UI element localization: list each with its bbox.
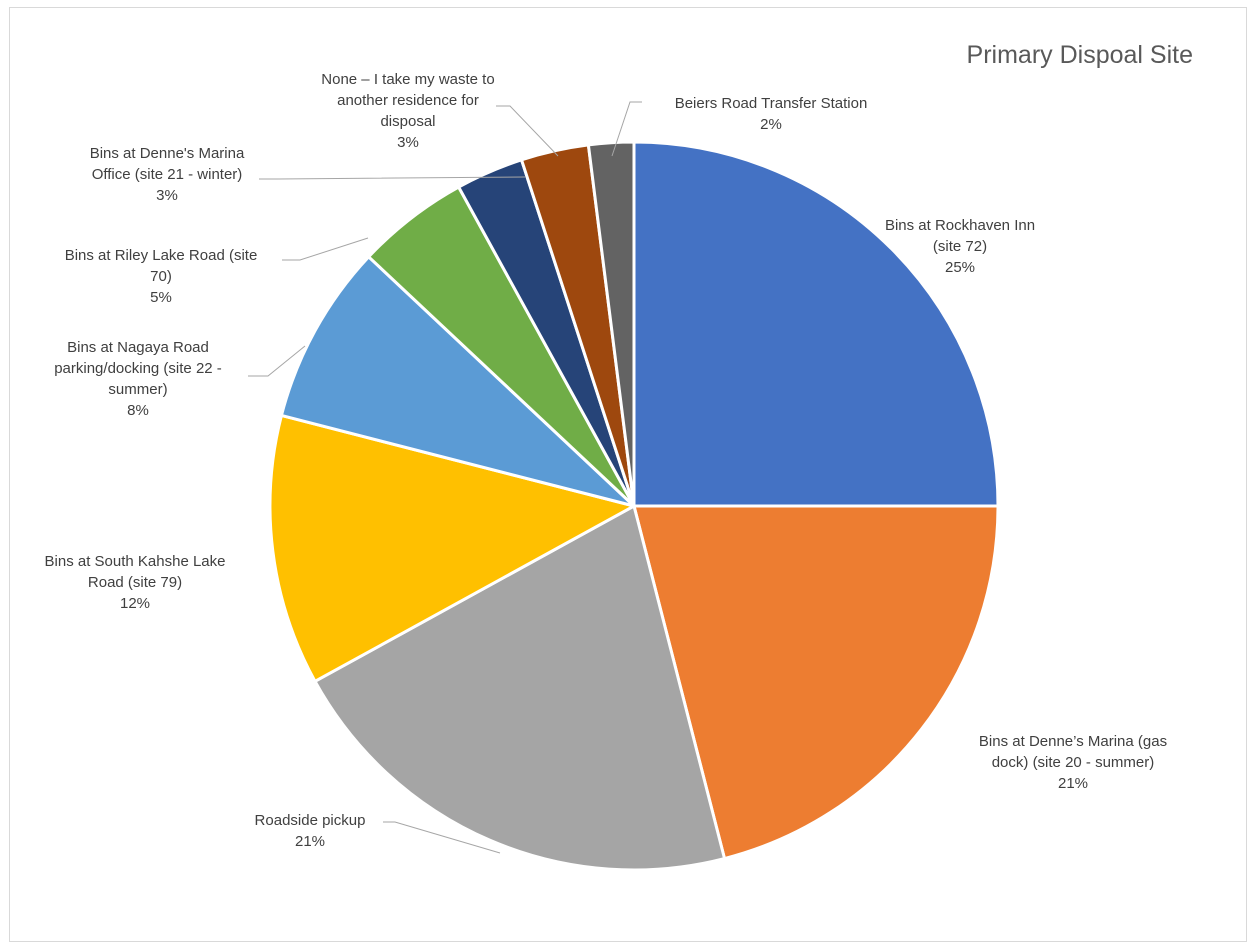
slice-label: Roadside pickup 21% [255, 812, 366, 850]
slice-leader-line [248, 345, 306, 377]
slice-label: Bins at South Kahshe Lake Road (site 79) 1… [45, 553, 226, 612]
chart-title: Primary Dispoal Site [967, 41, 1193, 69]
slice-category-label: Bins at Denne’s Marina (gas [979, 733, 1167, 750]
slice-category-label: Bins at Denne's Marina [90, 145, 245, 162]
pie-slice [313, 504, 727, 872]
slice-leader-line [282, 237, 369, 261]
slice-percent-label: 5% [150, 289, 172, 306]
slice-label: Beiers Road Transfer Station 2% [675, 95, 868, 133]
slice-label: Bins at Denne's Marina Office (site 21 - … [90, 145, 245, 204]
slice-label: Bins at Denne’s Marina (gas dock) (site 2… [979, 733, 1167, 792]
slice-category-label: Bins at South Kahshe Lake [45, 553, 226, 570]
slice-category-label: Bins at Riley Lake Road (site [65, 247, 258, 264]
pie-slice [279, 255, 636, 508]
slice-leader-line [383, 821, 501, 854]
slice-percent-label: 3% [156, 187, 178, 204]
slice-percent-label: 25% [945, 259, 975, 276]
slice-category-label: Bins at Nagaya Road [67, 339, 209, 356]
slice-percent-label: 3% [397, 134, 419, 151]
slice-category-label: Bins at Rockhaven Inn [885, 217, 1035, 234]
pie-slice [586, 140, 636, 508]
slice-label: Bins at Riley Lake Road (site 70) 5% [65, 247, 258, 306]
slice-label: Bins at Nagaya Road parking/docking (site… [54, 339, 222, 419]
slice-category-label: None – I take my waste to [321, 71, 494, 88]
slice-category-label: another residence for [337, 92, 479, 109]
slice-category-label: Beiers Road Transfer Station [675, 95, 868, 112]
slice-category-label: Road (site 79) [88, 574, 182, 591]
slice-leader-line [259, 176, 526, 180]
slice-label: Bins at Rockhaven Inn (site 72) 25% [885, 217, 1035, 276]
chart-area: Primary Dispoal Site Bins at Rockhaven I… [9, 7, 1247, 942]
pie-slice [632, 140, 1000, 508]
slice-percent-label: 21% [295, 833, 325, 850]
slice-category-label: summer) [108, 381, 167, 398]
slice-percent-label: 12% [120, 595, 150, 612]
slice-leader-line [611, 101, 642, 157]
slice-percent-label: 2% [760, 116, 782, 133]
slice-category-label: 70) [150, 268, 172, 285]
slice-category-label: Roadside pickup [255, 812, 366, 829]
slice-category-label: dock) (site 20 - summer) [992, 754, 1155, 771]
slice-leader-line [496, 105, 559, 157]
pie-chart: Primary Dispoal Site Bins at Rockhaven I… [45, 41, 1193, 872]
pie-slice [268, 413, 636, 683]
slice-category-label: (site 72) [933, 238, 987, 255]
pie-slice [632, 504, 1000, 861]
slice-category-label: Office (site 21 - winter) [92, 166, 243, 183]
slice-category-label: disposal [380, 113, 435, 130]
slice-label: None – I take my waste to another residen… [321, 71, 494, 151]
slice-percent-label: 21% [1058, 775, 1088, 792]
slice-category-label: parking/docking (site 22 - [54, 360, 222, 377]
slice-percent-label: 8% [127, 402, 149, 419]
